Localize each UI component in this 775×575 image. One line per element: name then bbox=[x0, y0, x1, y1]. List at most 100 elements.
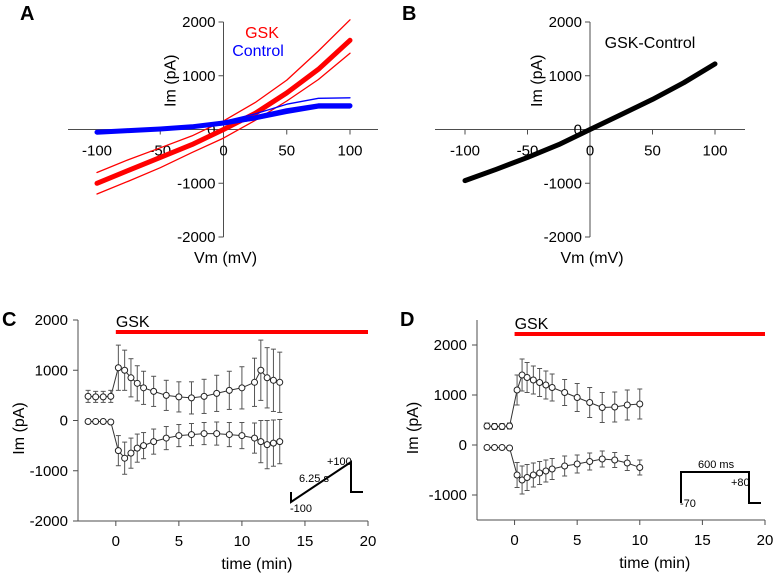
panel-label-d: D bbox=[400, 309, 414, 331]
x-tick-label: 15 bbox=[297, 533, 314, 550]
gsk-bar-label: GSK bbox=[515, 316, 549, 333]
data-point bbox=[513, 471, 521, 479]
data-point bbox=[586, 458, 594, 465]
series-line-outward bbox=[486, 374, 640, 427]
x-axis-label: time (min) bbox=[619, 555, 690, 572]
x-tick-label: 10 bbox=[631, 532, 648, 549]
data-point bbox=[542, 381, 550, 389]
data-point bbox=[99, 418, 107, 426]
data-point bbox=[276, 438, 284, 446]
series-control-upper bbox=[96, 97, 351, 133]
data-point bbox=[107, 392, 115, 400]
data-point bbox=[175, 393, 183, 401]
legend-gsk: GSK bbox=[245, 25, 279, 42]
x-tick-label: 20 bbox=[360, 533, 377, 550]
data-point bbox=[114, 447, 122, 455]
data-point bbox=[263, 441, 271, 449]
data-point bbox=[257, 438, 265, 446]
data-point bbox=[598, 404, 606, 411]
data-point bbox=[269, 376, 277, 384]
data-point bbox=[225, 386, 233, 394]
data-point bbox=[529, 471, 537, 479]
y-tick-label: 1000 bbox=[182, 68, 215, 85]
data-point bbox=[133, 444, 141, 452]
x-tick-label: -100 bbox=[450, 143, 480, 160]
y-tick-label: 2000 bbox=[35, 312, 68, 329]
legend-control: Control bbox=[232, 43, 284, 60]
y-axis-label: Im (pA) bbox=[11, 402, 28, 454]
data-point bbox=[542, 467, 550, 475]
data-point bbox=[548, 384, 556, 391]
chart-d: 0 5 10 15 20 -1000 0 1000 2000 time (min) Im (pA) G… bbox=[405, 316, 773, 572]
data-point bbox=[99, 393, 107, 401]
data-point bbox=[573, 394, 581, 401]
inset-top-label: +100 bbox=[327, 456, 352, 468]
data-point bbox=[187, 394, 195, 402]
inset-right-label: +80 bbox=[731, 477, 750, 489]
data-point bbox=[548, 465, 556, 473]
data-point bbox=[225, 431, 233, 439]
protocol-ramp bbox=[290, 460, 363, 504]
data-point bbox=[92, 418, 100, 426]
inset-bottom-label: -70 bbox=[680, 498, 696, 510]
series-line-outward bbox=[88, 367, 280, 399]
y-tick-label: 2000 bbox=[182, 14, 215, 31]
x-axis-label: time (min) bbox=[221, 556, 292, 573]
y-tick-label: 0 bbox=[574, 122, 582, 139]
y-tick-label: -1000 bbox=[177, 175, 215, 192]
inset-bottom-label: -100 bbox=[290, 503, 312, 515]
y-tick-label: -1000 bbox=[30, 463, 68, 480]
gsk-bar-label: GSK bbox=[116, 314, 150, 331]
data-point bbox=[611, 456, 619, 464]
y-tick-label: 2000 bbox=[549, 14, 582, 31]
x-tick-label: 100 bbox=[702, 143, 727, 160]
inset-duration-label: 6.25 s bbox=[299, 473, 329, 485]
data-point bbox=[140, 442, 148, 450]
data-point bbox=[92, 393, 100, 401]
y-tick-label: -2000 bbox=[177, 229, 215, 246]
y-tick-label: 2000 bbox=[434, 337, 467, 354]
data-point bbox=[536, 379, 544, 386]
data-point bbox=[513, 386, 521, 394]
x-tick-label: 5 bbox=[175, 533, 183, 550]
data-point bbox=[498, 444, 506, 451]
y-tick-label: -2000 bbox=[544, 229, 582, 246]
panel-label-a: A bbox=[20, 3, 34, 25]
data-point bbox=[491, 423, 499, 430]
y-tick-label: 0 bbox=[459, 437, 467, 454]
y-axis-label: Im (pA) bbox=[405, 402, 422, 454]
data-point bbox=[506, 444, 514, 452]
data-point bbox=[150, 387, 158, 395]
data-point bbox=[269, 439, 277, 447]
y-tick-label: 0 bbox=[60, 413, 68, 430]
data-point bbox=[84, 418, 92, 426]
inset-top-label: 600 ms bbox=[698, 459, 735, 471]
panel-label-c: C bbox=[2, 309, 16, 331]
protocol-step bbox=[680, 471, 761, 504]
series-control-lower bbox=[96, 107, 351, 134]
data-point bbox=[276, 378, 284, 386]
x-tick-label: 0 bbox=[510, 532, 518, 549]
x-tick-label: 0 bbox=[586, 143, 594, 160]
data-point bbox=[636, 400, 644, 408]
x-tick-label: 50 bbox=[278, 143, 295, 160]
data-point bbox=[121, 366, 129, 374]
data-point bbox=[491, 444, 499, 451]
x-tick-label: -100 bbox=[82, 143, 112, 160]
data-point bbox=[506, 422, 514, 430]
data-point bbox=[238, 432, 246, 440]
series-gsk-lower bbox=[96, 52, 351, 195]
y-tick-label: -2000 bbox=[30, 513, 68, 530]
x-tick-label: 20 bbox=[757, 532, 774, 549]
data-point bbox=[598, 455, 606, 463]
data-point bbox=[127, 374, 135, 382]
data-point bbox=[213, 389, 221, 397]
data-point bbox=[561, 462, 569, 470]
data-point bbox=[162, 391, 170, 399]
y-tick-label: -1000 bbox=[429, 487, 467, 504]
data-point bbox=[133, 379, 141, 387]
y-tick-label: 1000 bbox=[549, 68, 582, 85]
data-point bbox=[121, 454, 129, 462]
